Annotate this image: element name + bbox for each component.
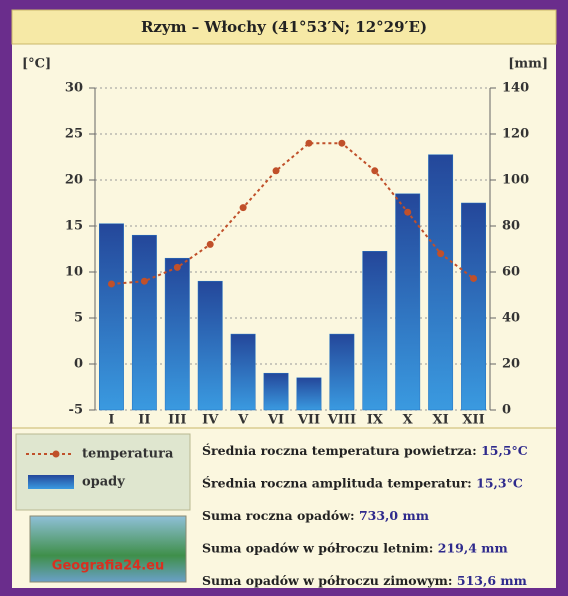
bar <box>263 372 289 411</box>
x-tick-label: XII <box>462 413 484 428</box>
temperature-point <box>107 280 115 288</box>
stat-value: 513,6 mm <box>457 573 527 588</box>
y-tick-label: 0 <box>74 357 83 372</box>
y2-tick-label: 100 <box>502 173 529 188</box>
temperature-point <box>371 167 379 175</box>
temperature-point <box>437 250 445 258</box>
stats: Średnia roczna temperatura powietrza: 15… <box>202 442 528 588</box>
stat-value: 15,3°C <box>476 475 523 490</box>
temperature-point <box>305 139 313 147</box>
stat-label: Suma opadów w półroczu letnim: <box>202 540 433 555</box>
legend-marker <box>52 450 60 458</box>
stat-value: 15,5°C <box>481 443 528 458</box>
legend-box <box>15 433 191 511</box>
legend-swatch <box>28 475 74 489</box>
temperature-point <box>206 240 214 248</box>
x-tick-label: X <box>403 413 414 428</box>
temperature-line <box>111 142 475 285</box>
bar <box>362 251 388 411</box>
legend-label: opady <box>82 475 125 490</box>
chart-title: Rzym – Włochy (41°53′N; 12°29′E) <box>141 18 427 36</box>
temperature-point <box>338 139 346 147</box>
bar <box>296 377 322 411</box>
temperature-point <box>272 167 280 175</box>
plot-area <box>95 88 490 410</box>
x-tick-label: VII <box>297 413 320 428</box>
logo <box>29 515 187 583</box>
bar <box>197 280 223 411</box>
y2-tick-label: 40 <box>502 311 520 326</box>
bar <box>395 193 421 411</box>
x-tick-label: VI <box>267 413 284 428</box>
y-tick-label: 20 <box>65 173 83 188</box>
temperature-point <box>470 274 478 282</box>
title-bar <box>11 9 557 45</box>
x-tick-label: VIII <box>327 413 356 428</box>
bar <box>461 202 486 411</box>
legend: temperatura opady <box>26 447 174 490</box>
x-tick-label: I <box>108 413 114 428</box>
bar <box>131 234 157 411</box>
stat-line: Suma roczna opadów: 733,0 mm <box>202 508 429 523</box>
stat-value: 733,0 mm <box>359 508 429 523</box>
stat-label: Suma opadów w półroczu zimowym: <box>202 573 453 588</box>
x-tick-label: III <box>168 413 186 428</box>
y2-tick-label: 80 <box>502 219 520 234</box>
stat-value: 219,4 mm <box>438 540 508 555</box>
bar <box>230 333 256 411</box>
bar <box>164 257 190 411</box>
temperature-point <box>173 263 181 271</box>
logo-text: Geografia24.eu <box>52 559 164 574</box>
bar <box>329 333 355 411</box>
temperature-point <box>140 277 148 285</box>
legend-label: temperatura <box>82 447 174 462</box>
y2-tick-label: 0 <box>502 403 511 418</box>
y2-tick-label: 120 <box>502 127 529 142</box>
y2-tick-label: 20 <box>502 357 520 372</box>
y2-tick-label: 140 <box>502 81 529 96</box>
y-tick-label: 5 <box>74 311 83 326</box>
stat-line: Średnia roczna amplituda temperatur: 15,… <box>202 474 523 490</box>
x-tick-label: V <box>237 413 249 428</box>
stat-line: Suma opadów w półroczu letnim: 219,4 mm <box>202 540 508 555</box>
y-tick-label: -5 <box>69 403 83 418</box>
temperature-point <box>404 208 412 216</box>
y2-axis-label: [mm] <box>508 57 548 72</box>
bar <box>99 223 124 411</box>
y-axis-label: [°C] <box>22 57 51 72</box>
y2-tick-label: 60 <box>502 265 520 280</box>
y-tick-label: 15 <box>65 219 83 234</box>
y-tick-label: 10 <box>65 265 83 280</box>
stat-line: Średnia roczna temperatura powietrza: 15… <box>202 442 528 458</box>
x-tick-label: IV <box>202 413 219 428</box>
stat-line: Suma opadów w półroczu zimowym: 513,6 mm <box>202 573 527 588</box>
y-tick-label: 25 <box>65 127 83 142</box>
bar <box>428 154 454 411</box>
x-tick-label: XI <box>433 413 449 428</box>
temperature-point <box>239 204 247 212</box>
stat-label: Suma roczna opadów: <box>202 508 355 523</box>
y-tick-label: 30 <box>65 81 83 96</box>
stat-label: Średnia roczna amplituda temperatur: <box>202 474 472 490</box>
x-tick-label: II <box>138 413 150 428</box>
x-tick-label: IX <box>367 413 384 428</box>
stat-label: Średnia roczna temperatura powietrza: <box>202 442 477 458</box>
